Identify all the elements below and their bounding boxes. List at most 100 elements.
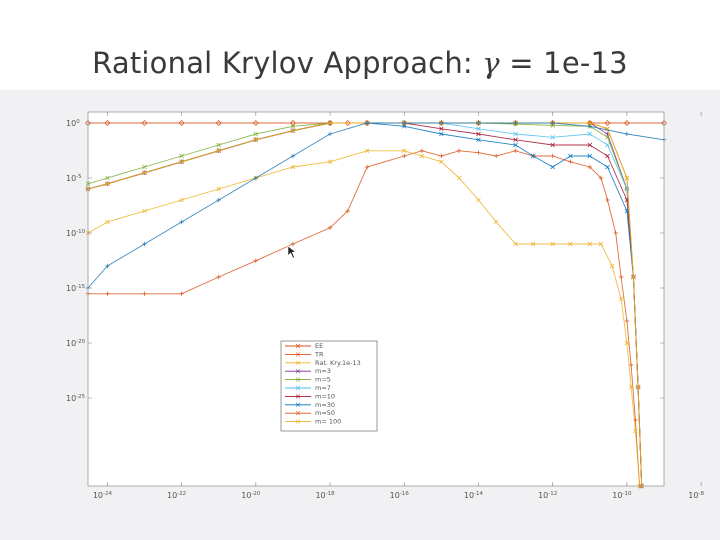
data-point (179, 219, 184, 225)
data-point (513, 131, 518, 137)
legend-label: Rat. Kry.1e-13 (315, 359, 361, 367)
data-point (419, 148, 425, 153)
legend-label: m=5 (315, 376, 331, 384)
data-point (598, 175, 604, 181)
legend-label: m=30 (315, 401, 335, 409)
data-point (605, 197, 610, 203)
legend-box (280, 340, 378, 432)
legend-label: m=3 (315, 367, 331, 375)
legend-marker (295, 368, 301, 374)
data-point (605, 164, 610, 170)
data-point (104, 120, 111, 126)
data-point (253, 258, 259, 263)
legend-item-m-10: m=10 (285, 392, 335, 400)
x-tick-label: 10-14 (464, 491, 484, 500)
data-point (613, 230, 618, 236)
x-tick-label: 10-18 (315, 491, 335, 500)
data-point (344, 120, 351, 126)
data-point (568, 159, 573, 164)
data-point (587, 164, 592, 170)
data-point (105, 291, 110, 296)
y-tick-label: 10-20 (66, 339, 86, 348)
tick-layer: 10-24 10-22 10-20 10-18 10-16 10-14 10-12 10-10… (66, 112, 704, 500)
data-point (105, 175, 110, 181)
data-point (605, 142, 610, 148)
y-tick-label: 10-10 (66, 229, 86, 238)
legend-item-ee: EE (285, 342, 323, 350)
legend-label: m=50 (315, 409, 335, 417)
x-tick-label: 10-22 (167, 491, 186, 500)
data-point (179, 291, 184, 296)
data-point (605, 153, 610, 159)
data-point (605, 131, 610, 137)
data-point (402, 153, 407, 159)
data-point (605, 135, 610, 140)
legend-label: m=7 (315, 384, 331, 392)
data-point (456, 175, 462, 181)
data-point (624, 175, 630, 181)
data-point (624, 340, 630, 346)
data-point (290, 164, 296, 170)
legend-item-m-7: m=7 (285, 384, 331, 392)
data-point (633, 428, 638, 434)
data-point (624, 318, 630, 324)
data-point (531, 241, 536, 247)
legend-label: m= 100 (315, 418, 341, 426)
data-point (215, 120, 222, 126)
legend-label: TR (314, 350, 324, 358)
data-point (216, 186, 221, 192)
data-point (493, 153, 499, 159)
data-point (253, 131, 259, 137)
data-point (628, 384, 634, 390)
data-point (364, 120, 370, 126)
data-point (624, 186, 630, 192)
data-point (402, 148, 407, 153)
legend-marker (295, 394, 301, 399)
data-point (439, 153, 444, 159)
y-tick-label: 100 (66, 119, 80, 128)
data-point (587, 153, 593, 159)
legend-marker (295, 377, 301, 382)
y-tick-label: 10-5 (66, 174, 82, 183)
data-point (628, 362, 634, 368)
legend-marker (295, 343, 301, 349)
data-point (253, 137, 259, 142)
data-point (513, 142, 518, 148)
data-point (290, 124, 296, 129)
data-point (105, 263, 110, 269)
data-point (476, 137, 481, 142)
data-point (438, 120, 445, 126)
data-point (216, 274, 221, 280)
slide-title-symbol: γ (482, 46, 500, 80)
data-point (364, 164, 370, 170)
data-point (402, 124, 407, 129)
data-point (290, 128, 296, 133)
data-point (327, 120, 333, 126)
data-point (624, 131, 630, 137)
data-point (609, 263, 615, 269)
data-point (327, 159, 333, 164)
slide-title: Rational Krylov Approach: γ = 1e-13 (0, 46, 720, 80)
data-point (216, 142, 221, 148)
x-tick-label: 10-16 (390, 491, 410, 500)
data-point (327, 225, 333, 230)
data-point (402, 120, 407, 126)
legend-item-tr: TR (285, 350, 324, 358)
data-point (550, 164, 555, 170)
slide-title-value: = 1e-13 (499, 46, 628, 80)
data-point (216, 197, 221, 203)
x-tick-label: 10-10 (612, 491, 632, 500)
data-point (178, 120, 185, 126)
data-point (290, 241, 296, 247)
data-point (179, 159, 184, 164)
data-point (493, 219, 499, 225)
x-tick-label: 10-12 (538, 491, 557, 500)
data-point (587, 131, 593, 137)
data-point (142, 291, 147, 296)
legend-item-m-30: m=30 (285, 401, 335, 409)
data-point (476, 197, 481, 203)
data-point (550, 135, 555, 140)
legend-item-m-100: m= 100 (285, 418, 341, 426)
data-point (141, 120, 148, 126)
